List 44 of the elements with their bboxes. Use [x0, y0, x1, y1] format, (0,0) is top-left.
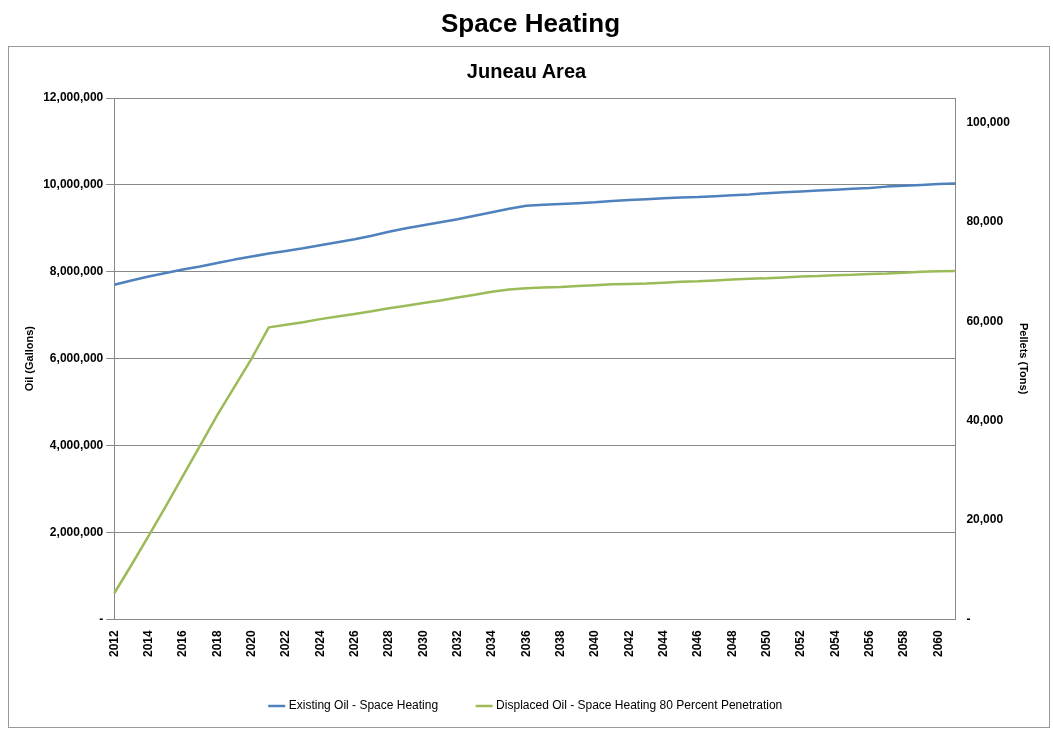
x-tick-label: 2024	[312, 629, 327, 658]
y-tick-label: 2,000,000	[49, 524, 104, 539]
y-tick-label: -	[99, 611, 104, 626]
x-tick-label: 2046	[690, 629, 705, 658]
x-tick-label: 2036	[518, 629, 533, 658]
y-axis-title: Oil (Gallons)	[22, 325, 35, 392]
x-tick-label: 2016	[175, 629, 190, 658]
y-tick-label: 4,000,000	[49, 437, 104, 452]
chart-subtitle: Juneau Area	[466, 59, 588, 82]
y2-tick-label: -	[966, 611, 971, 626]
x-tick-label: 2060	[930, 629, 945, 658]
x-tick-label: 2042	[621, 629, 636, 658]
y-tick-label: 8,000,000	[49, 264, 104, 279]
x-tick-label: 2052	[793, 629, 808, 658]
legend-label: Displaced Oil - Space Heating 80 Percent Penetration	[496, 698, 783, 713]
y2-axis-title: Pellets (Tons)	[1018, 323, 1031, 395]
x-tick-label: 2026	[346, 629, 361, 658]
x-tick-label: 2054	[827, 629, 842, 658]
x-tick-label: 2012	[106, 629, 121, 658]
x-tick-label: 2038	[552, 629, 567, 658]
x-tick-label: 2022	[278, 629, 293, 658]
x-tick-label: 2014	[140, 629, 155, 658]
y2-tick-label: 100,000	[966, 115, 1011, 130]
x-tick-label: 2034	[484, 629, 499, 658]
legend-label: Existing Oil - Space Heating	[288, 698, 439, 713]
x-tick-label: 2044	[655, 629, 670, 658]
chart-title: Space Heating	[439, 8, 622, 40]
y-tick-label: 6,000,000	[49, 350, 104, 365]
x-tick-label: 2058	[896, 629, 911, 658]
x-tick-label: 2028	[381, 629, 396, 658]
x-tick-label: 2030	[415, 629, 430, 658]
y-tick-label: 12,000,000	[43, 90, 104, 105]
x-tick-label: 2032	[449, 629, 464, 658]
x-tick-label: 2020	[243, 629, 258, 658]
y-tick-label: 10,000,000	[43, 177, 104, 192]
x-tick-label: 2048	[724, 629, 739, 658]
y2-tick-label: 60,000	[966, 313, 1004, 328]
x-tick-label: 2040	[587, 629, 602, 658]
y2-tick-label: 20,000	[966, 512, 1004, 527]
x-tick-label: 2050	[758, 629, 773, 658]
x-tick-label: 2056	[861, 629, 876, 658]
y2-tick-label: 40,000	[966, 413, 1004, 428]
y2-tick-label: 80,000	[966, 214, 1004, 229]
x-tick-label: 2018	[209, 629, 224, 658]
